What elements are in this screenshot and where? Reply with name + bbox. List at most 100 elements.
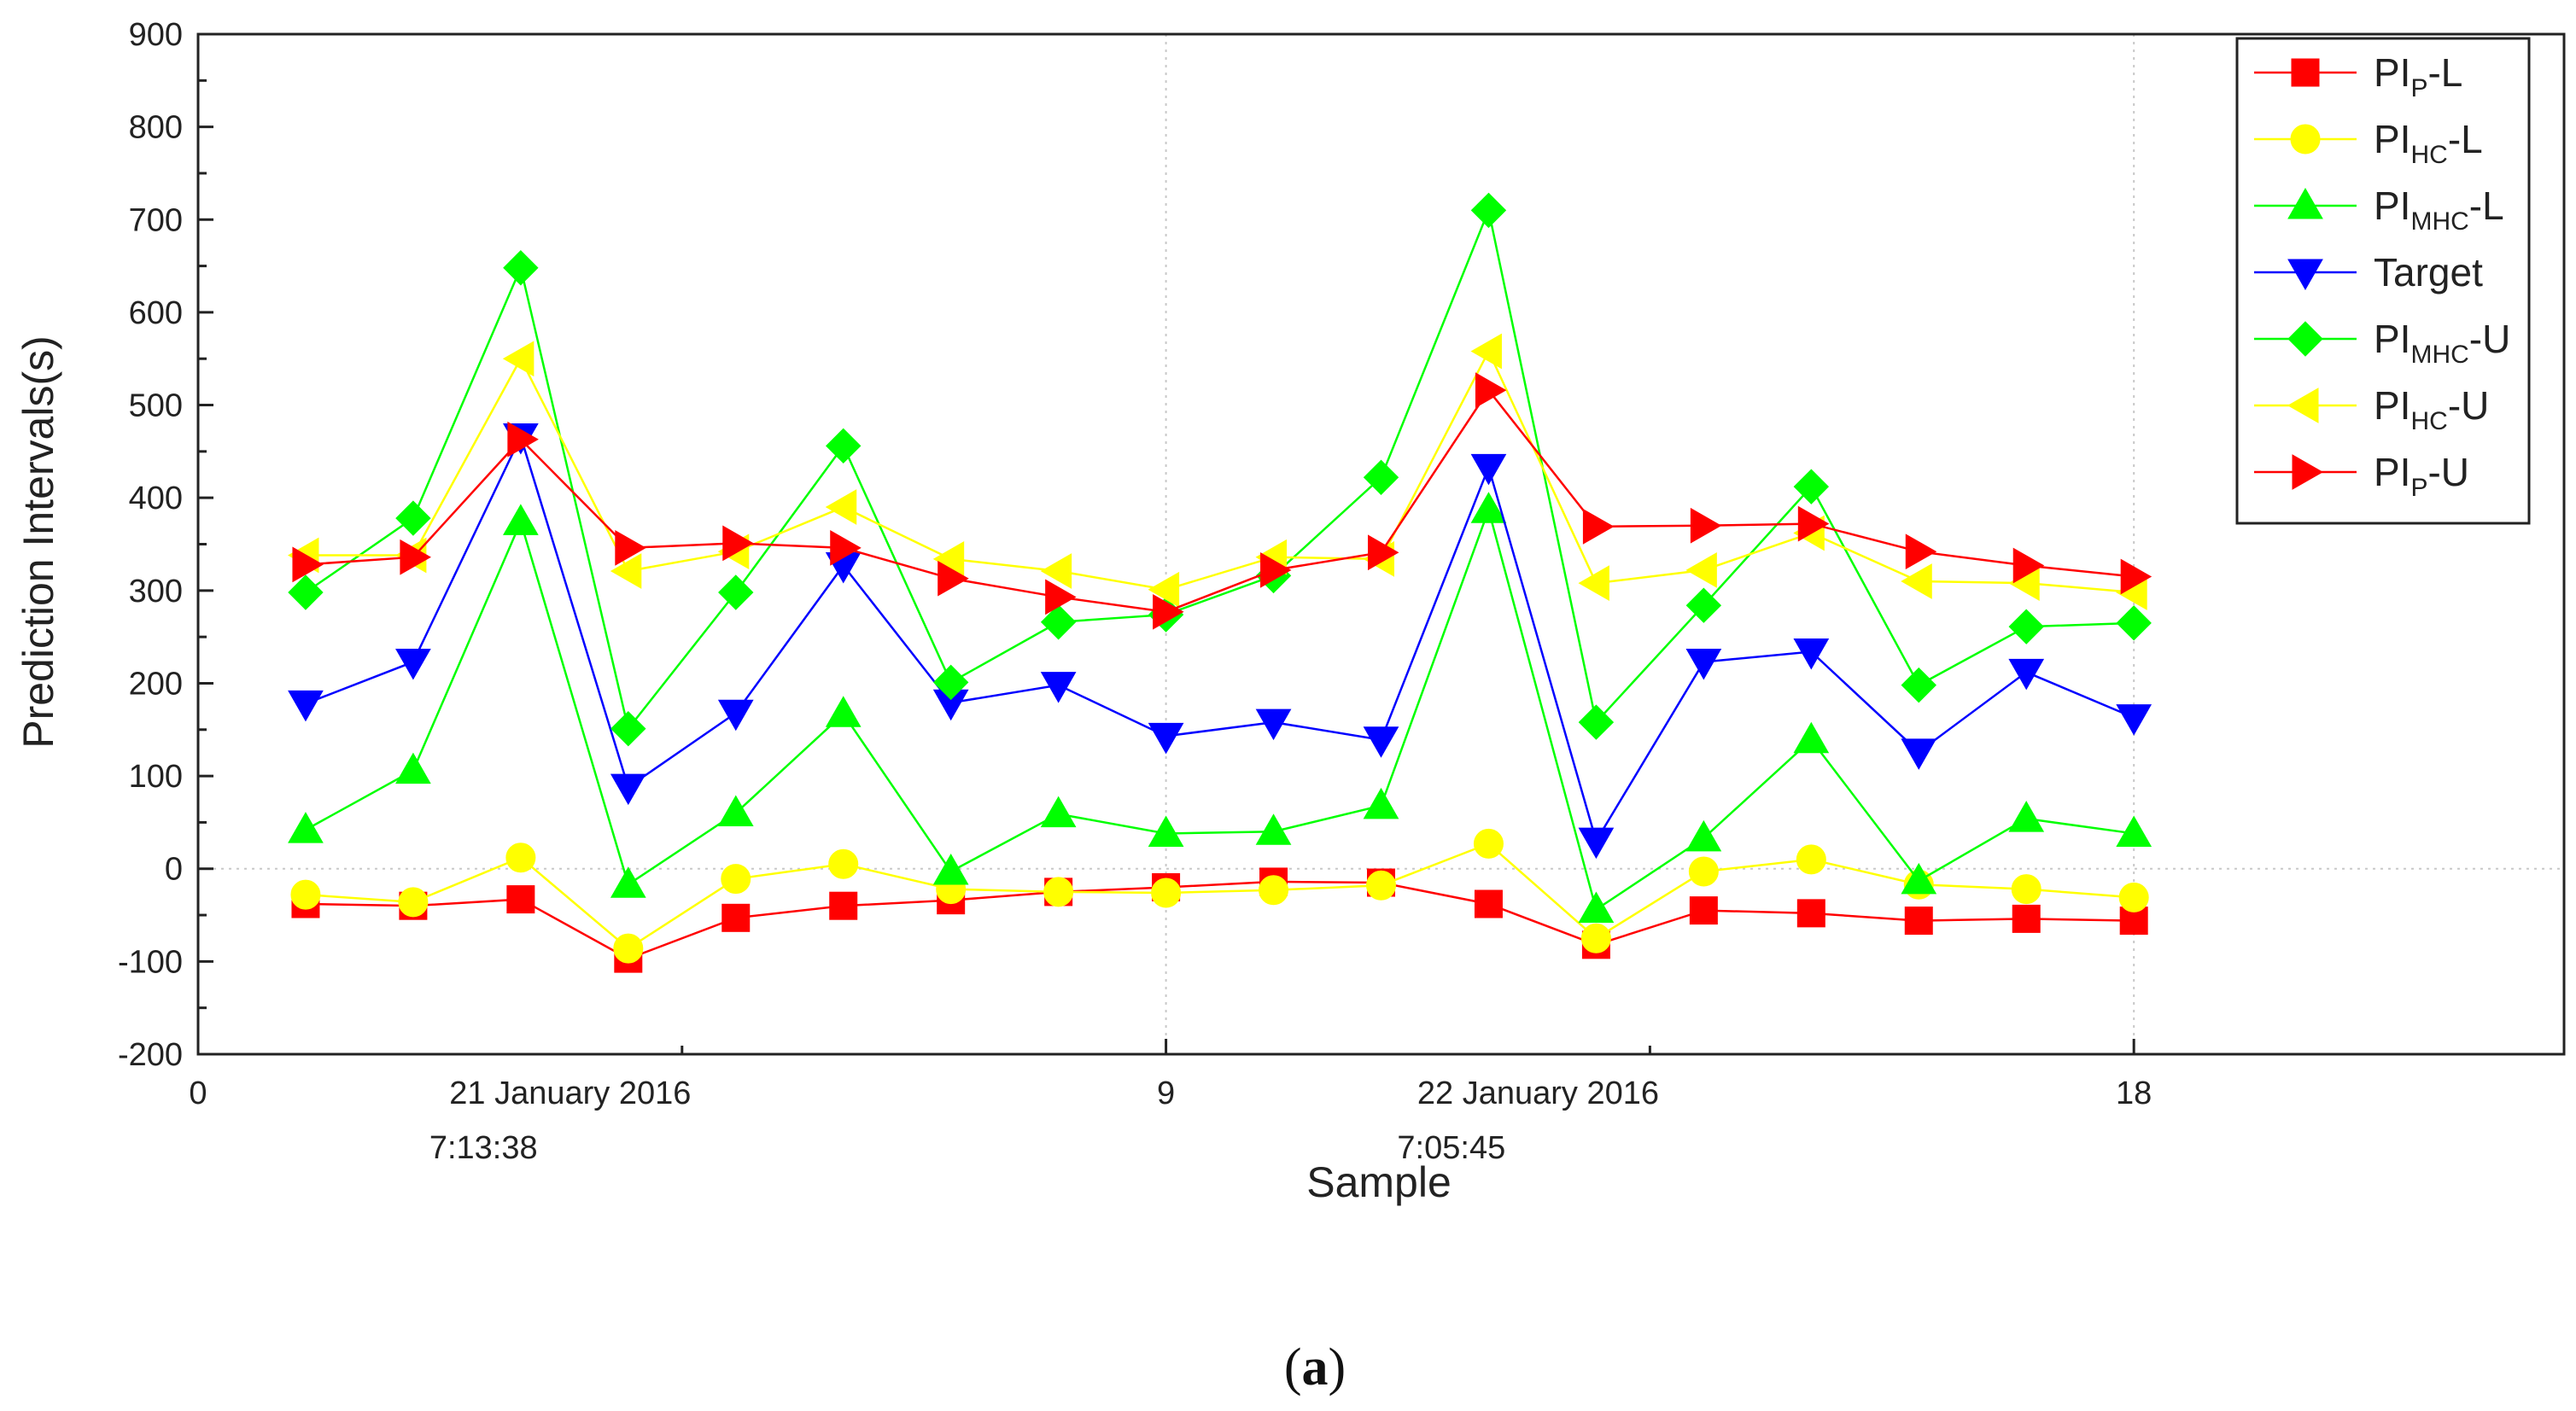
point-target-8 [1040, 672, 1077, 703]
legend-marker [2287, 388, 2319, 423]
point-pi-mhc-l-7 [932, 853, 969, 885]
y-tick-label: 900 [129, 17, 183, 53]
point-pi-p-u-5 [722, 525, 754, 562]
point-pi-mhc-l-9 [1148, 815, 1184, 847]
point-pi-hc-l-8 [1043, 877, 1074, 907]
y-tick-label: -200 [118, 1037, 183, 1073]
point-pi-mhc-u-18 [2116, 605, 2152, 641]
point-pi-mhc-l-11 [1363, 787, 1399, 819]
y-tick-label: 200 [129, 666, 183, 702]
series-line-target [305, 434, 2135, 844]
series-pi-p-u [292, 372, 2153, 630]
point-pi-hc-u-16 [1901, 563, 1932, 599]
point-pi-mhc-l-1 [288, 812, 324, 843]
point-pi-mhc-l-5 [717, 795, 754, 827]
legend-box [2235, 37, 2531, 525]
y-tick-label: 600 [129, 295, 183, 331]
point-pi-hc-u-12 [1470, 333, 1502, 370]
point-pi-hc-l-2 [398, 887, 429, 918]
legend-label: PIP-L [2374, 50, 2462, 102]
point-pi-mhc-l-14 [1685, 819, 1722, 852]
point-pi-mhc-u-17 [2008, 609, 2044, 644]
point-pi-mhc-l-15 [1793, 721, 1830, 754]
y-tick-label: 500 [129, 388, 183, 424]
point-pi-p-u-12 [1475, 372, 1507, 409]
point-pi-hc-l-9 [1151, 878, 1182, 908]
point-pi-mhc-l-18 [2116, 815, 2153, 847]
point-pi-p-l-12 [1474, 889, 1503, 918]
point-pi-hc-l-13 [1580, 923, 1611, 953]
legend-marker [2287, 259, 2323, 291]
point-pi-mhc-l-2 [395, 752, 431, 784]
y-tick-label: 700 [129, 202, 183, 238]
labels-layer: -200 -100 0 100 200 300 400 500 600 700 800 900 0 9 18… [118, 17, 2152, 1166]
point-pi-p-l-15 [1796, 899, 1825, 928]
date-annotation-line1: 22 January 2016 [1417, 1076, 1659, 1111]
legend-label: PIMHC-U [2374, 317, 2510, 369]
legend-entry-target: Target [2254, 250, 2483, 294]
point-pi-mhc-u-15 [1793, 469, 1830, 504]
point-pi-p-u-18 [2120, 558, 2153, 595]
series-pi-hc-l [290, 828, 2149, 964]
point-pi-p-l-3 [506, 885, 535, 914]
series-pi-p-l [291, 867, 2148, 973]
y-axis-title: Prediction Intervals(s) [15, 335, 62, 749]
point-target-9 [1148, 722, 1184, 755]
point-pi-mhc-l-8 [1040, 796, 1077, 828]
point-pi-p-l-5 [721, 903, 751, 932]
point-target-14 [1685, 648, 1722, 680]
point-pi-p-u-10 [1260, 552, 1292, 588]
series-line-pi-p-u [305, 388, 2135, 614]
legend-entry-pi-p-l: PIP-L [2254, 50, 2462, 102]
point-pi-p-u-4 [615, 529, 646, 566]
point-target-4 [610, 773, 646, 806]
point-pi-hc-u-9 [1148, 571, 1180, 608]
point-pi-hc-l-18 [2118, 882, 2149, 912]
legend-label: PIMHC-L [2374, 184, 2504, 236]
point-pi-mhc-u-3 [503, 250, 539, 286]
point-pi-p-l-18 [2119, 907, 2148, 936]
legend-label: PIHC-U [2374, 383, 2489, 435]
legend-marker [2292, 454, 2324, 490]
legend-marker [2290, 124, 2321, 155]
point-pi-hc-l-3 [505, 843, 536, 873]
point-pi-mhc-l-12 [1470, 492, 1507, 523]
point-pi-hc-l-4 [613, 933, 644, 964]
point-pi-p-l-16 [1904, 907, 1933, 936]
legend-entry-pi-mhc-u: PIMHC-U [2254, 317, 2510, 369]
series-line-pi-mhc-u [305, 207, 2135, 732]
y-tick-label: 100 [129, 759, 183, 795]
point-pi-p-u-15 [1797, 505, 1830, 542]
date-annotation-line1: 21 January 2016 [449, 1076, 691, 1111]
legend-entry-pi-mhc-l: PIMHC-L [2254, 184, 2504, 236]
series-line-pi-p-l [305, 880, 2135, 960]
point-pi-hc-u-6 [825, 489, 857, 525]
point-target-13 [1578, 827, 1615, 860]
legend-marker [2287, 187, 2323, 219]
point-pi-hc-u-3 [502, 341, 534, 377]
point-pi-mhc-u-5 [718, 574, 754, 610]
y-tick-label: 400 [129, 481, 183, 516]
date-annotation-line2: 7:13:38 [429, 1130, 538, 1166]
point-target-10 [1255, 708, 1292, 741]
point-pi-mhc-u-14 [1685, 587, 1722, 623]
point-pi-mhc-u-1 [288, 574, 324, 610]
point-pi-p-u-7 [938, 560, 969, 597]
point-target-15 [1793, 638, 1830, 670]
point-pi-mhc-u-2 [395, 500, 431, 536]
point-pi-mhc-u-8 [1040, 604, 1077, 640]
point-pi-mhc-l-13 [1578, 891, 1615, 924]
point-pi-hc-l-17 [2011, 874, 2042, 905]
x-axis-title: Sample [1306, 1158, 1452, 1206]
legend-label: PIHC-L [2374, 117, 2483, 169]
x-tick-label: 9 [1157, 1076, 1175, 1111]
point-pi-mhc-l-16 [1901, 862, 1937, 895]
y-tick-label: 300 [129, 574, 183, 609]
point-pi-p-u-3 [507, 421, 539, 458]
point-pi-p-u-14 [1690, 507, 1722, 544]
series-layer [287, 192, 2153, 973]
point-target-5 [717, 699, 754, 732]
point-pi-mhc-u-16 [1901, 667, 1936, 703]
point-target-12 [1470, 453, 1507, 486]
point-pi-hc-u-13 [1578, 565, 1609, 601]
